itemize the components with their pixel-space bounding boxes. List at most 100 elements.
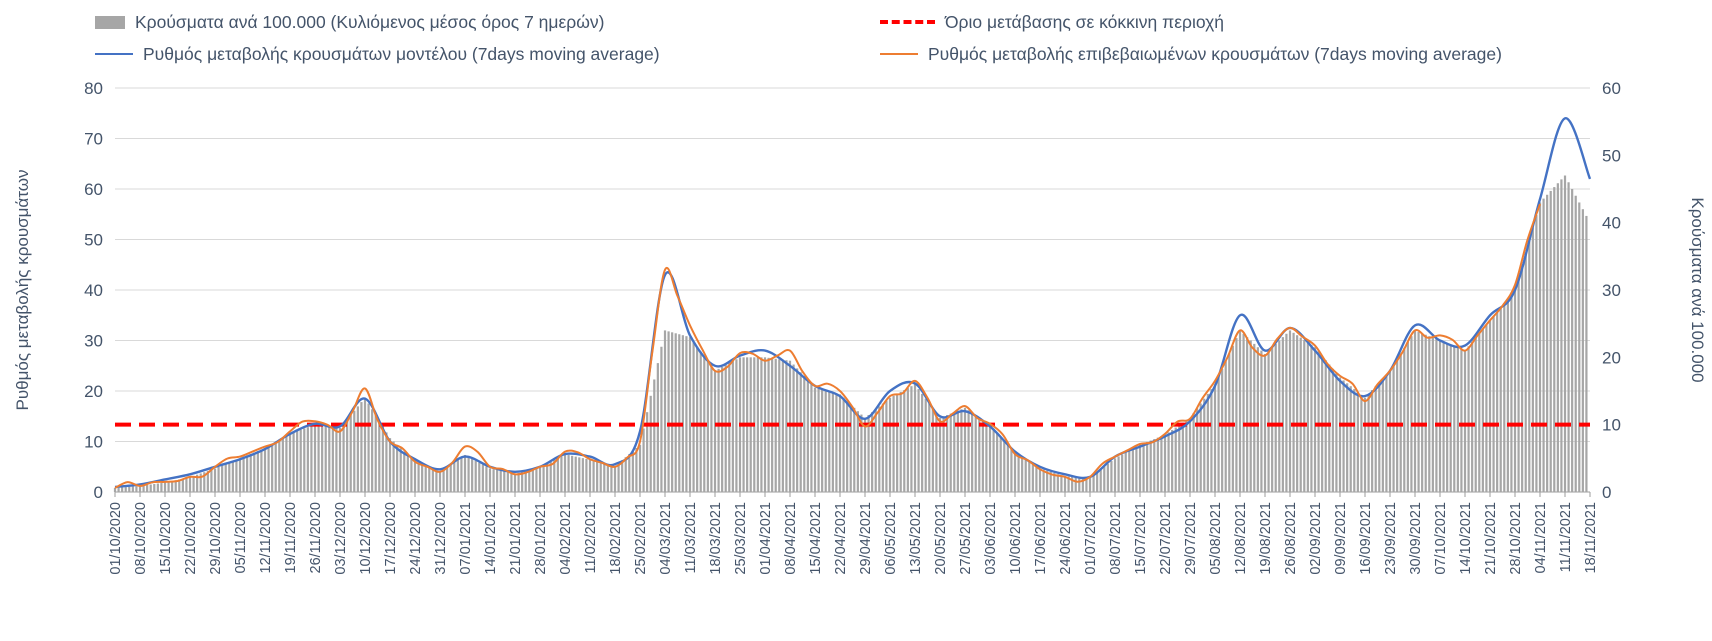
bar [206, 470, 209, 492]
x-axis-tick-label: 23/09/2021 [1383, 502, 1399, 575]
legend-label-cases-bar: Κρούσματα ανά 100.000 (Κυλιόμενος μέσος … [135, 11, 605, 32]
bar [1463, 350, 1467, 492]
cases-bars [113, 175, 1588, 493]
bar [1353, 389, 1356, 492]
bar [796, 368, 799, 492]
x-axis-tick-label: 30/09/2021 [1408, 502, 1424, 575]
bar [1246, 337, 1249, 492]
bar [949, 413, 952, 492]
bar [1571, 189, 1574, 492]
bar [1006, 444, 1009, 492]
bar [1256, 347, 1259, 492]
bar [1106, 463, 1109, 492]
bar [442, 469, 445, 492]
bar [1067, 476, 1070, 492]
bar [542, 465, 545, 492]
bar [728, 363, 731, 492]
bar [1563, 175, 1567, 492]
bar [717, 368, 720, 492]
bar [1217, 376, 1220, 492]
bar [660, 346, 663, 492]
x-axis-tick-label: 26/11/2020 [308, 502, 324, 574]
bar [921, 393, 924, 492]
left-axis-tick-label: 40 [84, 281, 103, 300]
bar [913, 384, 917, 492]
bar [1206, 393, 1209, 492]
x-axis-tick-label: 11/11/2021 [1558, 502, 1574, 572]
bar [1024, 459, 1027, 492]
bar [1185, 420, 1188, 492]
bar [321, 425, 324, 492]
x-axis-tick-label: 25/03/2021 [733, 502, 749, 575]
bar [506, 472, 509, 492]
bar [653, 379, 656, 492]
bar [1113, 458, 1117, 492]
bar [1556, 183, 1559, 493]
bar [1346, 383, 1349, 492]
bar [853, 407, 856, 492]
bar [310, 425, 313, 492]
bar [324, 426, 327, 492]
x-axis-tick-label: 05/11/2020 [233, 502, 249, 574]
bar [163, 482, 167, 492]
bar [428, 467, 431, 492]
bar [1424, 334, 1427, 492]
bar [1535, 214, 1538, 492]
bar [1317, 351, 1320, 492]
bar [1121, 454, 1124, 492]
bar [1549, 190, 1552, 493]
bar [588, 459, 592, 492]
bar [638, 444, 642, 492]
bar [124, 487, 127, 492]
x-axis-tick-label: 12/11/2020 [258, 502, 274, 574]
bar [988, 424, 992, 492]
bar [603, 463, 606, 492]
bar [1188, 417, 1192, 492]
bar [617, 463, 620, 492]
bar [592, 460, 595, 492]
x-axis-tick-label: 03/12/2020 [333, 502, 349, 575]
bar [385, 432, 388, 492]
bar [1221, 368, 1224, 492]
confirmed-rate-line [114, 203, 1541, 489]
bar [878, 406, 881, 492]
bar [1374, 386, 1377, 492]
bar [1081, 476, 1084, 492]
bar [1474, 337, 1477, 492]
bar [342, 423, 345, 492]
x-axis-tick-label: 28/01/2021 [533, 502, 549, 575]
bar [688, 337, 692, 492]
bar [1074, 476, 1077, 492]
right-axis-tick-label: 40 [1602, 214, 1621, 233]
bar [178, 479, 181, 492]
right-axis-tick-label: 50 [1602, 146, 1621, 165]
bar [803, 376, 806, 492]
x-axis-tick-label: 14/10/2021 [1458, 502, 1474, 575]
bar [1560, 179, 1563, 492]
bar [1438, 340, 1442, 492]
bar [1071, 476, 1074, 492]
bar [1160, 436, 1163, 492]
bar [1371, 390, 1374, 492]
bar [1078, 476, 1081, 492]
bar [856, 411, 859, 492]
bar [538, 467, 542, 492]
bar [631, 451, 634, 492]
bar [1135, 446, 1138, 492]
bar [156, 483, 159, 492]
x-axis-tick-label: 12/08/2021 [1233, 502, 1249, 575]
bar [1442, 341, 1445, 492]
bar [599, 462, 602, 492]
bar [306, 427, 309, 492]
x-axis-tick-label: 06/05/2021 [883, 502, 899, 575]
bar [1303, 340, 1306, 492]
bar [496, 469, 499, 492]
bar [1428, 336, 1431, 492]
bar [242, 456, 245, 492]
bar [192, 475, 195, 492]
bar [1017, 455, 1020, 492]
bar [481, 464, 484, 492]
legend-label-model-line: Ρυθμός μεταβολής κρουσμάτων μοντέλου (7d… [143, 43, 660, 64]
x-axis-tick-label: 01/07/2021 [1083, 502, 1099, 575]
bar [1260, 350, 1263, 492]
